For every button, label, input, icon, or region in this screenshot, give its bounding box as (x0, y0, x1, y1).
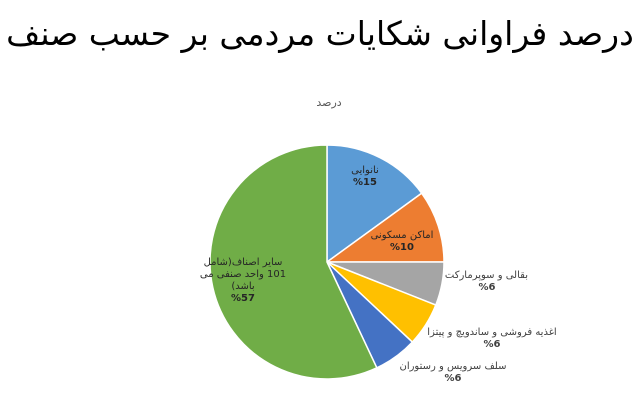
slice-label-2-name: بقالی و سوپرمارکت (444, 270, 528, 281)
slice-label-4-value: %6 (444, 373, 462, 384)
slice-label-2-value: %6 (478, 282, 496, 293)
slice-label-4-name: سلف سرویس و رستوران (399, 361, 507, 372)
slice-label-1: اماکن مسکونی %10 (370, 230, 434, 254)
slice-label-0-value: %15 (353, 177, 377, 188)
slice-label-3-name: اغذیه فروشی و ساندویچ و پیتزا (427, 327, 557, 338)
pie-slice-1 (324, 192, 445, 263)
slice-label-1-value: %10 (390, 242, 414, 253)
slice-label-3-value: %6 (483, 339, 501, 350)
chart-title: درصد (316, 96, 342, 109)
pie-slice-0 (326, 144, 423, 264)
slice-label-0: نانوایی %15 (340, 165, 390, 189)
slice-label-5: سایر اصناف(شامل 101 واحد صنفی می باشد) %… (196, 257, 290, 305)
slice-label-5-name: سایر اصناف(شامل 101 واحد صنفی می باشد) (199, 257, 287, 292)
slice-label-3: اغذیه فروشی و ساندویچ و پیتزا %6 (424, 327, 560, 351)
slice-label-5-value: %57 (231, 293, 255, 304)
slice-label-1-name: اماکن مسکونی (370, 230, 434, 241)
slice-label-0-name: نانوایی (351, 165, 379, 176)
slice-label-4: سلف سرویس و رستوران %6 (398, 361, 508, 385)
page-title: درصد فراوانی شکایات مردمی بر حسب صنف (6, 14, 634, 53)
pie-slice-5 (209, 144, 378, 380)
slice-label-2: بقالی و سوپرمارکت %6 (444, 270, 528, 294)
